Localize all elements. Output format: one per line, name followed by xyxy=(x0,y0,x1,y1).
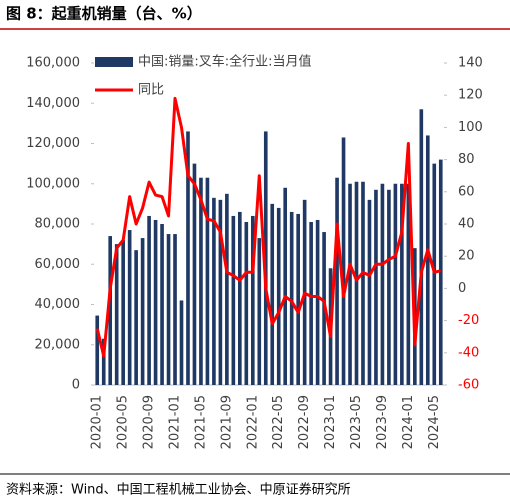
x-tick-label: 2020-01 xyxy=(90,395,105,449)
bar xyxy=(296,213,300,385)
x-tick-label: 2020-09 xyxy=(142,395,157,449)
x-tick-label: 2021-01 xyxy=(168,395,183,449)
bar xyxy=(380,183,385,385)
bar xyxy=(127,230,132,385)
bar xyxy=(257,238,262,385)
bar xyxy=(173,234,177,385)
chart-title: 图 8：起重机销量（台、%） xyxy=(6,5,202,23)
bar xyxy=(101,338,106,385)
y-tick-label: 140,000 xyxy=(26,96,80,111)
bar xyxy=(341,137,346,385)
bar xyxy=(354,181,359,385)
x-tick-label: 2021-09 xyxy=(219,395,234,449)
bar xyxy=(387,189,391,385)
y-tick-label: 0 xyxy=(72,378,80,393)
y2-tick-label: 40 xyxy=(458,217,475,232)
y2-tick-label: 80 xyxy=(458,152,475,167)
y-tick-label: 100,000 xyxy=(26,176,80,191)
bar xyxy=(153,219,158,385)
line xyxy=(95,96,442,358)
bar xyxy=(225,193,229,385)
bar xyxy=(121,240,125,385)
y2-tick-label: -40 xyxy=(458,345,479,360)
bar xyxy=(205,177,210,385)
x-tick-label: 2023-09 xyxy=(375,395,390,449)
bar xyxy=(283,187,288,385)
source: 资料来源：Wind、中国工程机械工业协会、中原证券研究所 xyxy=(6,482,351,498)
y-tick-label: 120,000 xyxy=(26,136,80,151)
bar xyxy=(250,215,255,385)
bar xyxy=(289,211,294,385)
legend-swatch xyxy=(95,57,133,67)
y-tick-label: 160,000 xyxy=(26,56,80,71)
bar xyxy=(186,131,190,385)
y2-tick-label: 60 xyxy=(458,184,475,199)
bar xyxy=(315,219,320,385)
bar xyxy=(238,211,242,385)
y-tick-label: 20,000 xyxy=(35,337,81,352)
bar xyxy=(393,183,398,385)
x-tick-label: 2023-01 xyxy=(323,395,338,449)
bar xyxy=(108,236,113,385)
x-tick-label: 2022-01 xyxy=(245,395,260,449)
bar xyxy=(335,177,339,385)
bar xyxy=(218,199,223,385)
bar xyxy=(419,109,424,385)
y2-tick-label: 20 xyxy=(458,249,475,264)
bar xyxy=(166,234,171,385)
bar xyxy=(361,181,365,385)
bar xyxy=(374,189,378,385)
x-tick-label: 2021-05 xyxy=(193,395,208,449)
legend-label: 同比 xyxy=(138,83,164,98)
bar xyxy=(400,183,404,385)
bar xyxy=(140,238,145,385)
bar xyxy=(276,207,281,385)
y-tick-label: 80,000 xyxy=(35,217,81,232)
x-tick-label: 2020-05 xyxy=(116,395,131,449)
bar xyxy=(160,224,164,385)
x-tick-label: 2022-09 xyxy=(297,395,312,449)
y2-tick-label: 100 xyxy=(458,120,483,135)
bar xyxy=(192,163,197,385)
y-tick-label: 40,000 xyxy=(35,297,81,312)
bar xyxy=(212,197,216,385)
x-tick-label: 2022-05 xyxy=(271,395,286,449)
bar xyxy=(179,300,184,385)
bar xyxy=(309,221,313,385)
x-tick-label: 2024-01 xyxy=(401,395,416,449)
bar xyxy=(244,221,249,385)
bar xyxy=(147,215,151,385)
y2-tick-label: 140 xyxy=(458,56,483,71)
x-tick-label: 2023-05 xyxy=(349,395,364,449)
y-tick-label: 60,000 xyxy=(35,257,81,272)
bar xyxy=(406,183,411,385)
bar xyxy=(270,203,275,385)
y2-tick-label: 120 xyxy=(458,88,483,103)
bar xyxy=(95,315,100,385)
y2-tick-label: 0 xyxy=(458,281,466,296)
bar xyxy=(134,250,138,385)
bar xyxy=(231,215,236,385)
bar xyxy=(114,244,119,385)
bar xyxy=(348,183,352,385)
bar xyxy=(425,135,430,385)
bar xyxy=(438,159,443,385)
bar xyxy=(432,163,437,385)
x-tick-label: 2024-05 xyxy=(427,395,442,449)
bar xyxy=(263,131,268,385)
y2-tick-label: -60 xyxy=(458,378,479,393)
bar xyxy=(367,199,372,385)
y2-tick-label: -20 xyxy=(458,313,479,328)
bar xyxy=(199,177,203,385)
legend-label: 中国:销量:叉车:全行业:当月值 xyxy=(138,54,312,70)
